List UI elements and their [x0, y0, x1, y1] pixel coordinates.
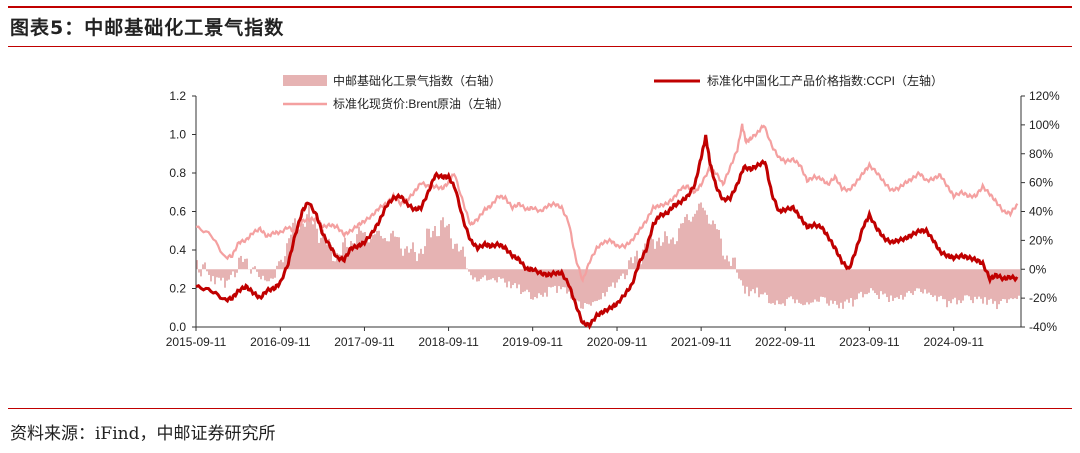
right-tick-label: 100% [1029, 118, 1060, 132]
right-tick-label: 0% [1029, 262, 1047, 276]
chart: 0.0 0.2 0.4 0.6 0.8 1.0 1.2 -40% -20% 0% 20% 40% 60… [166, 73, 1060, 349]
legend-label-brent: 标准化现货价:Brent原油（左轴） [333, 96, 509, 111]
x-tick-label: 2020-09-11 [587, 335, 648, 349]
x-tick-label: 2023-09-11 [839, 335, 900, 349]
prosperity-area [196, 202, 1020, 310]
right-axis-ticks: -40% -20% 0% 20% 40% 60% 80% 100% 120% [1021, 89, 1060, 334]
source-divider [8, 408, 1072, 409]
left-axis-ticks: 0.0 0.2 0.4 0.6 0.8 1.0 1.2 [169, 89, 196, 334]
x-axis-ticks: 2015-09-11 2016-09-11 2017-09-11 2018-09-11… [166, 327, 984, 349]
brent-series-line [195, 123, 1019, 284]
right-tick-label: 120% [1029, 89, 1060, 103]
x-tick-label: 2018-09-11 [418, 335, 479, 349]
legend: 中邮基础化工景气指数（右轴） 标准化中国化工产品价格指数:CCPI（左轴） 标准… [283, 73, 943, 111]
legend-swatch-prosperity [283, 75, 327, 86]
x-tick-label: 2017-09-11 [334, 335, 395, 349]
left-tick-label: 0.4 [169, 243, 186, 257]
right-tick-label: 20% [1029, 233, 1053, 247]
left-tick-label: 0.0 [169, 320, 186, 334]
right-tick-label: -40% [1029, 320, 1057, 334]
left-tick-label: 0.6 [169, 205, 186, 219]
left-tick-label: 0.2 [169, 282, 186, 296]
x-tick-label: 2015-09-11 [166, 335, 227, 349]
legend-label-prosperity: 中邮基础化工景气指数（右轴） [333, 73, 501, 88]
left-tick-label: 1.0 [169, 128, 186, 142]
title-divider [8, 46, 1072, 47]
right-tick-label: 80% [1029, 147, 1053, 161]
x-tick-label: 2022-09-11 [755, 335, 816, 349]
x-tick-label: 2019-09-11 [502, 335, 563, 349]
top-border [8, 6, 1072, 8]
ccpi-series-line [195, 134, 1019, 330]
figure-title: 图表5：中邮基础化工景气指数 [10, 17, 285, 39]
x-tick-label: 2021-09-11 [671, 335, 732, 349]
right-tick-label: -20% [1029, 291, 1057, 305]
right-tick-label: 40% [1029, 205, 1053, 219]
left-tick-label: 0.8 [169, 166, 186, 180]
right-tick-label: 60% [1029, 176, 1053, 190]
x-tick-label: 2016-09-11 [250, 335, 311, 349]
source-note: 资料来源：iFind，中邮证券研究所 [10, 424, 276, 444]
left-tick-label: 1.2 [169, 89, 186, 103]
legend-label-ccpi: 标准化中国化工产品价格指数:CCPI（左轴） [707, 73, 943, 88]
x-tick-label: 2024-09-11 [923, 335, 984, 349]
